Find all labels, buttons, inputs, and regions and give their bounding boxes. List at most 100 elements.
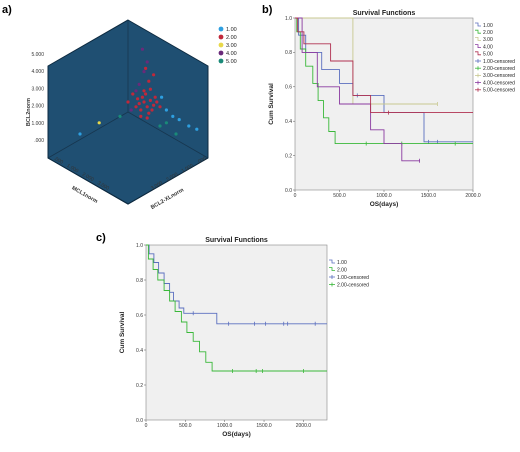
vertical-tick-label: 1.000 bbox=[31, 121, 44, 127]
scatter-point bbox=[97, 121, 101, 125]
y-tick-label: 0.0 bbox=[285, 188, 292, 194]
x-tick-label: 1000.0 bbox=[217, 423, 233, 429]
y-tick-label: 0.6 bbox=[285, 85, 292, 91]
y-tick-label: 0.0 bbox=[136, 418, 143, 424]
legend-label: 2.00 bbox=[337, 267, 347, 273]
legend-marker bbox=[329, 259, 335, 264]
survival-curve-1.00 bbox=[146, 244, 327, 325]
cube-background bbox=[47, 19, 209, 205]
scatter-point bbox=[142, 100, 146, 104]
cube-edge-right bbox=[127, 111, 209, 159]
scatter-point bbox=[155, 100, 159, 104]
scatter-point bbox=[164, 108, 168, 112]
scatter-point bbox=[140, 95, 144, 99]
legend-label: 4.00 bbox=[226, 51, 237, 57]
plot-area bbox=[294, 17, 474, 191]
cube-edge-left bbox=[47, 111, 129, 159]
cube-front-edges bbox=[47, 66, 209, 205]
legend-marker bbox=[475, 51, 481, 56]
legend-marker bbox=[218, 34, 224, 40]
vertical-tick-label: 5.000 bbox=[31, 52, 44, 58]
chart-title: Survival Functions bbox=[205, 237, 268, 244]
legend-marker bbox=[218, 26, 224, 32]
legend-marker bbox=[329, 267, 335, 271]
legend-label: 1.00-censored bbox=[483, 59, 515, 65]
legend-marker bbox=[475, 44, 481, 48]
legend-label: 3.00 bbox=[483, 37, 493, 43]
legend-label: 2.00-censored bbox=[483, 66, 515, 72]
scatter-point bbox=[195, 127, 199, 131]
legend-label: 2.00 bbox=[483, 30, 493, 36]
scatter-point bbox=[137, 102, 141, 106]
x-tick-label: 0 bbox=[294, 193, 297, 199]
y-tick-label: 1.0 bbox=[285, 16, 292, 22]
chart-title: Survival Functions bbox=[353, 10, 416, 17]
left-tick-label: 2.000 bbox=[81, 172, 95, 184]
survival-curve-3.00 bbox=[295, 17, 438, 105]
scatter-point bbox=[145, 116, 149, 120]
scatter-point bbox=[136, 97, 140, 101]
y-tick-label: 0.4 bbox=[136, 348, 143, 354]
legend-label: 1.00 bbox=[226, 27, 237, 33]
right-tick-label: .000 bbox=[196, 156, 208, 166]
x-tick-label: 1500.0 bbox=[256, 423, 272, 429]
y-tick-label: 0.8 bbox=[136, 278, 143, 284]
y-tick-label: 0.2 bbox=[136, 383, 143, 389]
y-axis-label: Cum Survival bbox=[268, 83, 275, 125]
scatter-point bbox=[145, 105, 149, 109]
panel-label-a: a) bbox=[2, 4, 12, 16]
scatter-point bbox=[164, 121, 168, 125]
legend-marker bbox=[475, 37, 481, 41]
scatter-point bbox=[171, 114, 175, 118]
x-tick-label: 2000.0 bbox=[296, 423, 312, 429]
vertical-axis-label: BCL2norm bbox=[26, 98, 32, 126]
panel-label-b: b) bbox=[262, 4, 273, 16]
scatter-point bbox=[144, 92, 148, 96]
legend-marker bbox=[475, 29, 481, 34]
x-tick-label: 500.0 bbox=[179, 423, 192, 429]
y-tick-label: 1.0 bbox=[136, 243, 143, 249]
scatter-point bbox=[147, 111, 151, 115]
legend-marker bbox=[218, 42, 224, 48]
right-tick-label: 2.000 bbox=[165, 172, 179, 184]
y-tick-label: 0.4 bbox=[285, 119, 292, 125]
scatter-point bbox=[152, 103, 156, 107]
survival-curve-2.00 bbox=[295, 17, 473, 145]
legend-label: 2.00 bbox=[226, 35, 237, 41]
x-tick-label: 2000.0 bbox=[465, 193, 481, 199]
scatter-point bbox=[131, 92, 135, 96]
scatter-point bbox=[78, 132, 82, 136]
scatter-point bbox=[158, 105, 162, 109]
y-axis-label: Cum Survival bbox=[119, 312, 126, 354]
scatter-point bbox=[140, 47, 144, 51]
scatter-point bbox=[126, 100, 130, 104]
right-axis-label: BCL2-XLnorm bbox=[150, 187, 185, 211]
x-axis-label: OS(days) bbox=[370, 201, 399, 208]
scatter-point bbox=[148, 87, 152, 91]
plot-area bbox=[145, 244, 328, 421]
survival-curve-4.00 bbox=[295, 17, 420, 162]
scatter-point bbox=[187, 124, 191, 128]
legend-label: 1.00-censored bbox=[337, 275, 369, 281]
x-tick-label: 1500.0 bbox=[421, 193, 437, 199]
legend-label: 4.00-censored bbox=[483, 80, 515, 86]
y-tick-label: 0.6 bbox=[136, 313, 143, 319]
survival-curve-2.00 bbox=[146, 244, 327, 372]
scatter-point bbox=[150, 108, 154, 112]
legend-label: 5.00 bbox=[226, 59, 237, 65]
scatter-point bbox=[134, 105, 138, 109]
scatter-point bbox=[152, 73, 156, 77]
legend-label: 5.00 bbox=[483, 52, 493, 58]
scatter-point bbox=[158, 124, 162, 128]
scatter-point bbox=[160, 95, 164, 99]
survival-curve-5.00 bbox=[295, 17, 473, 114]
right-tick-label: 3.000 bbox=[150, 180, 164, 192]
y-tick-label: 0.2 bbox=[285, 153, 292, 159]
scatter-point bbox=[118, 114, 122, 118]
legend-label: 4.00 bbox=[483, 44, 493, 50]
legend-marker bbox=[475, 22, 481, 27]
scatter-point bbox=[137, 82, 141, 86]
